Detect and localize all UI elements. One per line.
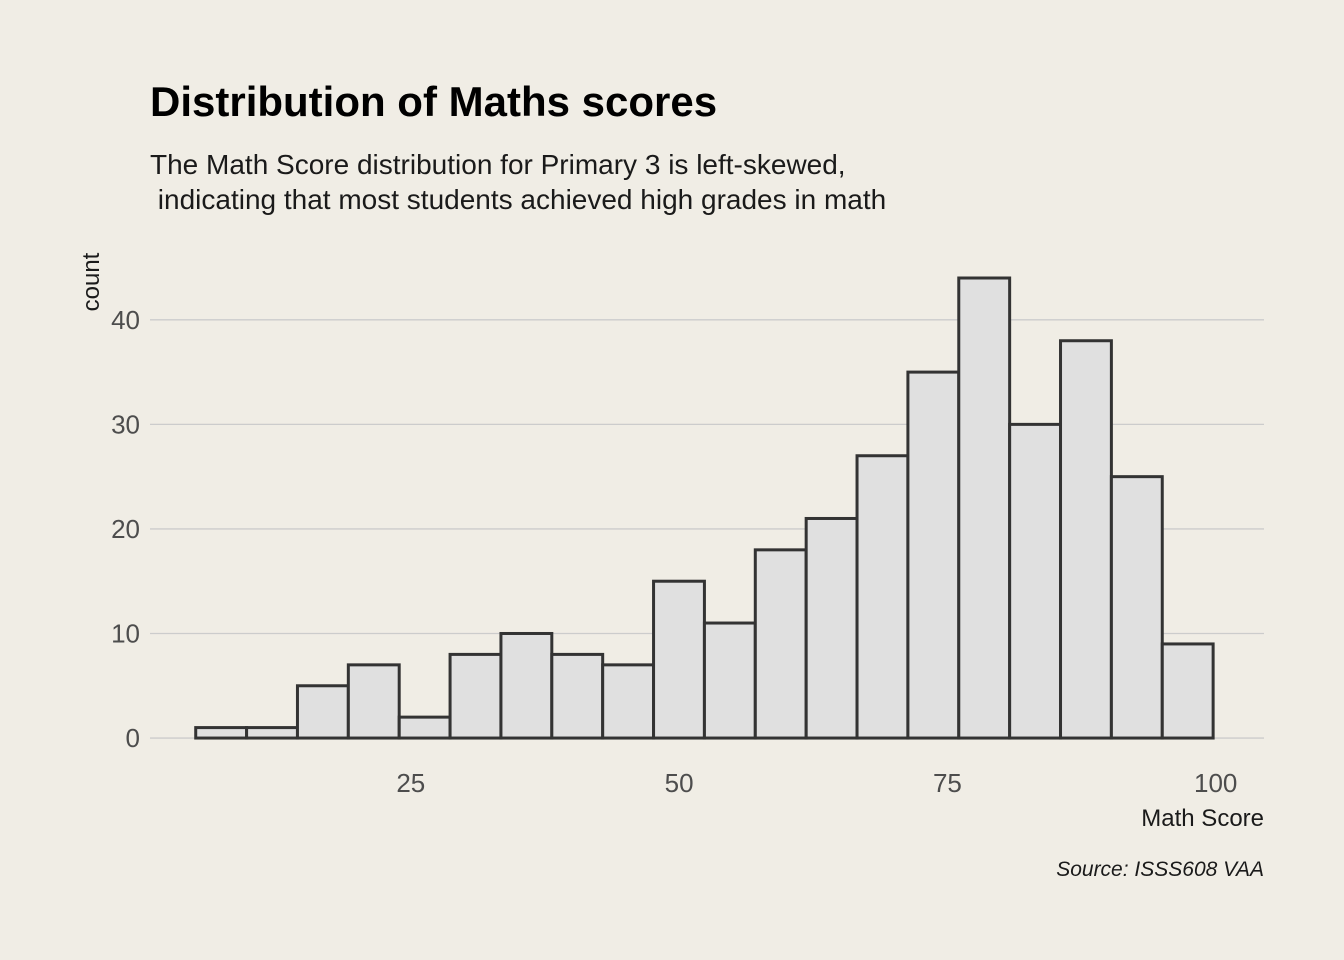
histogram-bar [702,621,757,740]
histogram-bar [906,370,961,740]
y-tick-label: 10 [111,618,140,648]
histogram-bar [346,663,401,740]
histogram-bar [1109,475,1164,740]
x-axis-title: Math Score [1141,805,1264,832]
histogram-bar [601,663,656,740]
y-tick-label: 40 [111,305,140,335]
chart-title: Distribution of Maths scores [150,78,717,125]
histogram-bar [804,516,859,740]
x-tick-label: 100 [1194,768,1237,798]
chart-subtitle-line-2: indicating that most students achieved h… [150,184,886,215]
x-tick-label: 50 [665,768,694,798]
histogram-bar [245,726,299,740]
y-tick-label: 0 [126,723,140,753]
histogram-bar [499,631,554,740]
x-tick-labels: 25 50 75 100 [396,768,1237,798]
chart-caption: Source: ISSS608 VAA [1056,858,1264,881]
histogram-bar [652,579,706,740]
x-tick-label: 75 [933,768,962,798]
histogram-bar [397,715,452,740]
histogram-bar [295,684,350,740]
histogram-bar [957,276,1012,740]
histogram-bar [448,652,503,740]
x-tick-label: 25 [396,768,425,798]
y-tick-label: 30 [111,409,140,439]
histogram-bar [753,548,808,740]
histogram-bar [550,652,605,740]
y-axis-title: count [78,252,105,311]
histogram-bar [1160,642,1215,740]
bars [194,276,1215,740]
histogram-bar [1008,422,1063,740]
chart-subtitle-line-1: The Math Score distribution for Primary … [150,149,846,180]
histogram-bar [1059,339,1113,740]
histogram-bar [194,726,249,740]
y-tick-label: 20 [111,514,140,544]
y-tick-labels: 0 10 20 30 40 [111,305,140,753]
histogram-bar [855,454,910,740]
